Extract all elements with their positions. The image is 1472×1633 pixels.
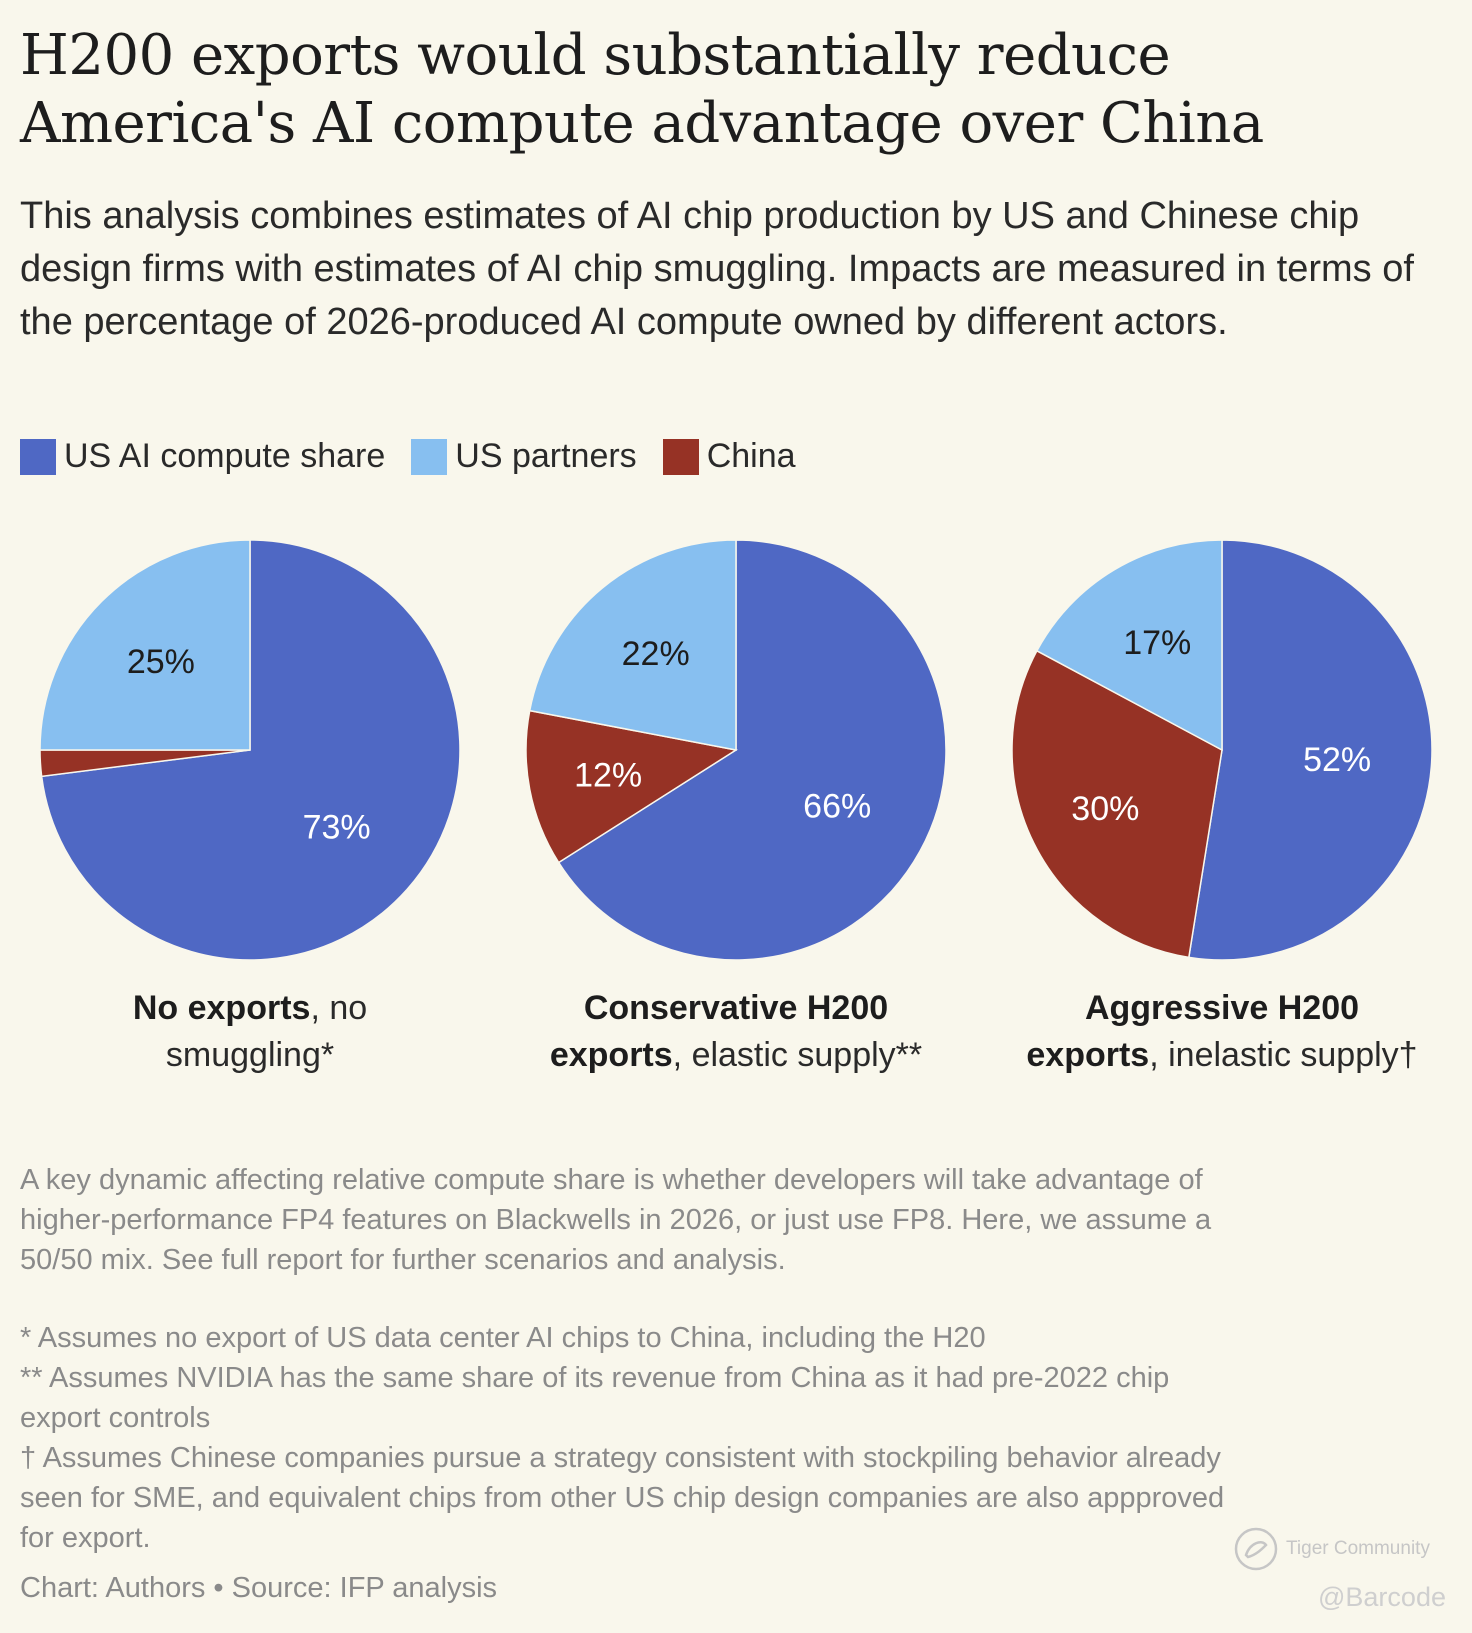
pie-label-china: 30% <box>1071 790 1139 828</box>
footnotes: * Assumes no export of US data center AI… <box>20 1318 1240 1558</box>
pie-slice-us <box>1187 539 1433 961</box>
pie-slice-us <box>557 539 947 961</box>
pie-caption-aggressive: Aggressive H200 exports, inelastic suppl… <box>1002 985 1442 1079</box>
pie-slice-china <box>1011 649 1223 959</box>
legend-swatch-us <box>20 438 56 475</box>
footnote-3: † Assumes Chinese companies pursue a str… <box>20 1442 1225 1554</box>
pie-slice-partners <box>39 539 251 751</box>
pie-label-us: 66% <box>803 788 871 826</box>
pie-chart-2: 66% 12% 22% <box>525 539 947 961</box>
pie-label-partners: 25% <box>127 643 195 681</box>
pie-slice-us <box>40 539 461 961</box>
pie-chart-3: 52% 30% 17% <box>1011 539 1433 961</box>
footnote-2: ** Assumes NVIDIA has the same share of … <box>20 1362 1170 1434</box>
pie-charts: 73% 25% 66% 12% 22% 52% 30% 17% <box>39 539 1433 961</box>
legend-swatch-partners <box>411 438 448 475</box>
chart-title: H200 exports would substantially reduce … <box>20 23 1264 156</box>
pie-slice-partners <box>1035 539 1223 752</box>
pie-label-us: 52% <box>1303 741 1371 779</box>
watermark-text: Tiger Community <box>1286 1538 1430 1559</box>
footnote-1: * Assumes no export of US data center AI… <box>20 1322 986 1354</box>
legend: US AI compute share US partners China <box>20 437 822 476</box>
caption-rest: , no <box>310 989 368 1027</box>
caption-bold: Conservative H200 <box>583 989 889 1027</box>
pie-slice-partners <box>528 539 737 751</box>
watermark: Tiger Community <box>1232 1525 1430 1573</box>
legend-label-us: US AI compute share <box>64 437 386 475</box>
pie-label-partners: 22% <box>622 635 690 673</box>
legend-item-china: China <box>662 437 796 476</box>
caption-rest: , inelastic supply† <box>1149 1036 1418 1074</box>
legend-swatch-china <box>662 438 699 475</box>
legend-item-us: US AI compute share <box>20 437 385 476</box>
source-line: Chart: Authors • Source: IFP analysis <box>20 1572 498 1604</box>
caption-bold: No exports <box>132 989 311 1027</box>
pie-caption-no-exports: No exports, no smuggling* <box>30 985 470 1079</box>
caption-rest: , elastic supply** <box>672 1036 923 1074</box>
caption-bold: Aggressive H200 <box>1084 989 1360 1027</box>
pie-label-us: 73% <box>303 808 371 846</box>
caption-rest: smuggling* <box>165 1036 335 1074</box>
watermark-handle: @Barcode <box>1318 1582 1446 1612</box>
methodology-note: A key dynamic affecting relative compute… <box>20 1164 1212 1276</box>
pie-chart-1: 73% 25% <box>39 539 461 961</box>
caption-bold: exports <box>549 1036 673 1074</box>
legend-item-partners: US partners <box>411 437 637 476</box>
pie-label-partners: 17% <box>1123 624 1191 662</box>
pie-label-china: 12% <box>574 756 642 794</box>
pie-caption-conservative: Conservative H200 exports, elastic suppl… <box>516 985 956 1079</box>
tiger-logo-icon <box>1234 1527 1278 1571</box>
chart-subtitle: This analysis combines estimates of AI c… <box>20 195 1414 343</box>
pie-slice-china <box>525 709 739 864</box>
legend-label-partners: US partners <box>455 437 637 475</box>
legend-label-china: China <box>706 437 796 475</box>
caption-bold: exports <box>1026 1036 1150 1074</box>
